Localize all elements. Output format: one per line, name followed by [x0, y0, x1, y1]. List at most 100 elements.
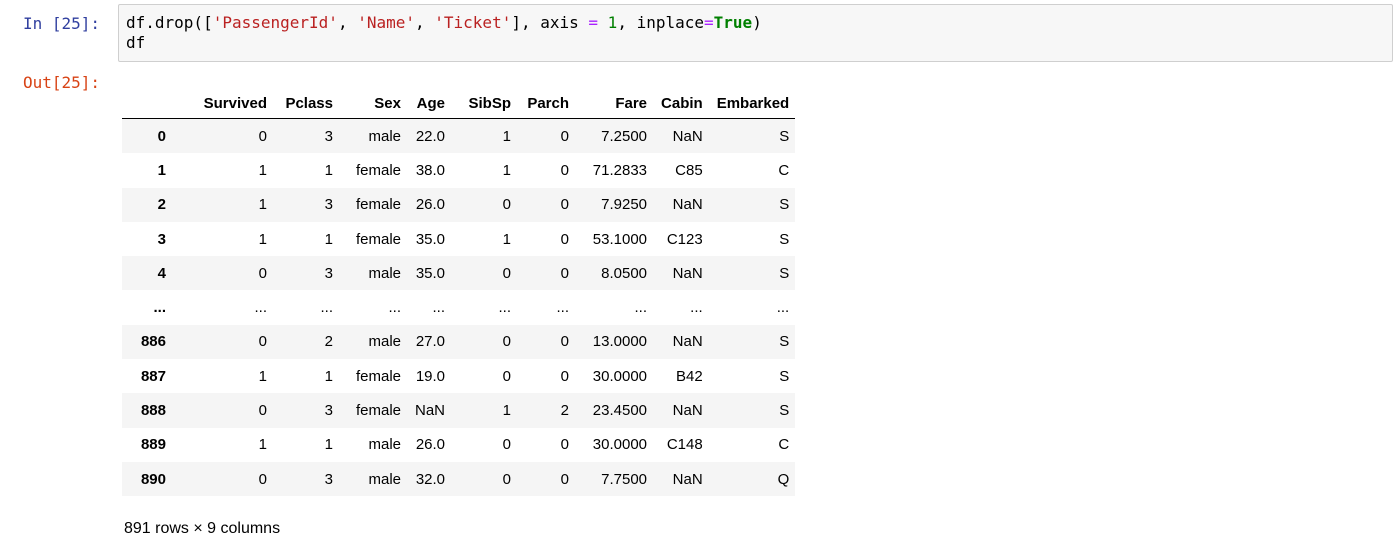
table-cell: 0	[560, 367, 570, 385]
table-cell: 0	[502, 264, 512, 282]
table-row: 3 1 1 female 35.0 1 0 53.1000 C123 S	[122, 221, 796, 257]
table-row: 889 1 1 male 26.0 0 0 30.0000 C148 C	[122, 427, 796, 462]
column-header-sibsp: SibSp	[451, 88, 518, 119]
code-cell-editor[interactable]: df.drop(['PassengerId', 'Name', 'Ticket'…	[118, 4, 1393, 62]
table-cell: 0	[560, 127, 570, 145]
row-index: 4	[157, 264, 166, 282]
table-cell: male	[368, 333, 401, 351]
table-cell: 1	[258, 367, 267, 385]
table-cell: NaN	[672, 402, 703, 420]
table-cell: C85	[675, 161, 703, 179]
table-cell: 35.0	[415, 264, 446, 282]
table-cell: 53.1000	[592, 230, 648, 248]
table-cell: ...	[556, 299, 570, 317]
row-index: 888	[140, 402, 166, 420]
table-cell: 22.0	[415, 127, 446, 145]
code-string: 'Ticket'	[434, 13, 512, 32]
code-line-2: df	[126, 33, 146, 52]
table-cell: 38.0	[415, 161, 446, 179]
table-cell: male	[368, 264, 401, 282]
table-cell: 1	[324, 161, 333, 179]
table-row: 0 0 3 male 22.0 1 0 7.2500 NaN S	[122, 118, 796, 154]
table-cell: 0	[560, 333, 570, 351]
table-cell: S	[779, 264, 790, 282]
table-cell: 0	[502, 367, 512, 385]
code-token: )	[752, 13, 762, 32]
table-cell: 3	[324, 127, 333, 145]
code-token: ,	[337, 13, 358, 32]
table-cell: C123	[666, 230, 703, 248]
table-cell: S	[779, 333, 790, 351]
table-cell: 1	[502, 127, 512, 145]
table-cell: 1	[324, 230, 333, 248]
table-cell: 1	[258, 436, 267, 454]
table-row: 888 0 3 female NaN 1 2 23.4500 NaN S	[122, 393, 796, 428]
table-cell: 0	[502, 436, 512, 454]
table-cell: female	[355, 367, 401, 385]
row-index: 889	[140, 436, 166, 454]
table-row: ..............................	[122, 290, 796, 325]
table-cell: 27.0	[415, 333, 446, 351]
cell-output: Survived Pclass Sex Age SibSp Parch Fare…	[122, 88, 796, 497]
table-cell: NaN	[672, 127, 703, 145]
table-cell: 1	[324, 436, 333, 454]
table-cell: 3	[324, 264, 333, 282]
row-index: 890	[140, 470, 166, 488]
table-cell: 1	[502, 161, 512, 179]
column-header-sex: Sex	[339, 88, 407, 119]
column-header-parch: Parch	[517, 88, 576, 119]
code-line-1: df.drop(['PassengerId', 'Name', 'Ticket'…	[126, 13, 762, 32]
column-header-pclass: Pclass	[273, 88, 339, 119]
table-cell: 30.0000	[592, 367, 648, 385]
table-cell: female	[355, 230, 401, 248]
input-prompt: In [25]:	[23, 14, 101, 33]
table-cell: S	[779, 127, 790, 145]
table-cell: S	[779, 230, 790, 248]
table-cell: NaN	[672, 470, 703, 488]
code-operator: =	[704, 13, 714, 32]
table-cell: 1	[258, 230, 267, 248]
code-token: , inplace	[617, 13, 705, 32]
table-cell: ...	[776, 299, 790, 317]
code-number: 1	[607, 13, 618, 32]
table-cell: NaN	[672, 196, 703, 214]
table-cell: 0	[258, 127, 267, 145]
table-cell: C	[778, 436, 790, 454]
table-cell: ...	[254, 299, 267, 317]
table-cell: ...	[634, 299, 648, 317]
table-cell: 8.0500	[601, 264, 648, 282]
table-cell: 26.0	[415, 196, 446, 214]
column-header-fare: Fare	[575, 88, 654, 119]
table-cell: S	[779, 367, 790, 385]
table-cell: 0	[258, 470, 267, 488]
table-cell: female	[355, 161, 401, 179]
table-cell: 7.2500	[601, 127, 648, 145]
table-cell: 0	[560, 436, 570, 454]
table-cell: 71.2833	[592, 161, 648, 179]
table-cell: ...	[498, 299, 512, 317]
table-cell: 0	[560, 230, 570, 248]
code-string: 'PassengerId'	[212, 13, 338, 32]
table-cell: C148	[666, 436, 703, 454]
table-cell: 0	[258, 264, 267, 282]
output-prompt: Out[25]:	[23, 73, 101, 92]
table-cell: 0	[560, 196, 570, 214]
row-index: 3	[157, 230, 166, 248]
table-cell: 0	[502, 196, 512, 214]
table-cell: C	[778, 161, 790, 179]
table-cell: 0	[560, 161, 570, 179]
code-token: ], axis	[511, 13, 589, 32]
table-cell: ...	[432, 299, 446, 317]
table-cell: ...	[690, 299, 703, 317]
table-cell: 0	[560, 470, 570, 488]
table-cell: 13.0000	[592, 333, 648, 351]
column-header-cabin: Cabin	[653, 88, 709, 119]
code-token: ,	[415, 13, 435, 32]
table-cell: NaN	[415, 402, 446, 420]
table-row: 890 0 3 male 32.0 0 0 7.7500 NaN Q	[122, 461, 796, 497]
dataframe-shape-note: 891 rows × 9 columns	[124, 520, 281, 537]
table-cell: 0	[258, 402, 267, 420]
table-cell: male	[368, 127, 401, 145]
code-keyword: True	[713, 13, 753, 32]
row-index: 0	[157, 127, 166, 145]
